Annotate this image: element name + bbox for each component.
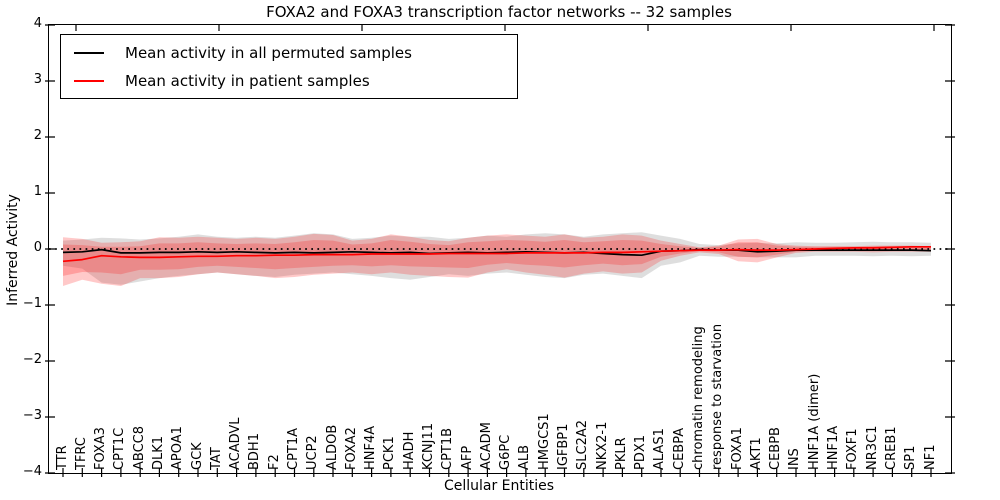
x-tick-label: PCK1 — [382, 436, 398, 470]
x-tick-label: NR3C1 — [864, 425, 880, 470]
x-tick-label: UCP2 — [305, 435, 321, 470]
x-tick-label: GCK — [189, 442, 205, 470]
x-tick-label: CPT1A — [285, 427, 301, 470]
band-permuted-samples-range — [63, 232, 931, 285]
x-tick-label: F2 — [266, 454, 282, 470]
axis-tick-marks — [45, 24, 955, 477]
x-tick-label: ACADM — [478, 422, 494, 470]
x-tick-label: CREB1 — [883, 426, 899, 470]
black-line-swatch — [74, 52, 104, 54]
x-tick-label: KCNJ11 — [420, 423, 436, 470]
x-tick-label: APOA1 — [170, 426, 186, 470]
x-tick-label: CEBPB — [768, 427, 784, 470]
x-tick-label: TFRC — [73, 437, 89, 470]
y-tick-label: −1 — [22, 296, 42, 311]
y-tick-label: 3 — [33, 72, 42, 87]
chart-title: FOXA2 and FOXA3 transcription factor net… — [266, 3, 732, 21]
x-tick-label: FOXA2 — [343, 427, 359, 470]
x-tick-label: CPT1B — [440, 427, 456, 470]
legend: Mean activity in all permuted samples Me… — [60, 34, 518, 99]
x-tick-label: chromatin remodeling — [691, 326, 707, 470]
x-tick-label: NKX2-1 — [594, 421, 610, 470]
y-tick-label: 0 — [33, 240, 42, 255]
x-tick-label: TAT — [208, 447, 224, 470]
y-tick-label: −2 — [22, 352, 42, 367]
y-tick-label: 1 — [33, 184, 42, 199]
y-tick-label: −3 — [22, 408, 42, 423]
series-line-patient — [62, 245, 931, 263]
x-tick-label: NF1 — [922, 444, 938, 470]
band-patient-samples-range-outer — [63, 233, 931, 286]
x-tick-label: DLK1 — [150, 435, 166, 470]
legend-label: Mean activity in patient samples — [125, 72, 370, 90]
x-tick-label: G6PC — [498, 434, 514, 470]
x-tick-label: IGFBP1 — [556, 423, 571, 470]
x-tick-label: AKT1 — [748, 437, 764, 470]
x-tick-label: ABCC8 — [131, 425, 147, 470]
x-tick-label: AFP — [459, 445, 475, 470]
legend-item-patient: Mean activity in patient samples — [61, 68, 370, 94]
x-tick-label: ALAS1 — [652, 428, 668, 470]
x-tick-label: HADH — [401, 431, 417, 470]
x-tick-label: ALB — [517, 444, 533, 470]
x-tick-label: FOXA1 — [729, 427, 745, 470]
x-tick-label: HMGCS1 — [536, 413, 552, 470]
x-tick-label: HNF1A (dimer) — [806, 373, 822, 470]
plot-canvas — [45, 24, 955, 477]
x-tick-label: HNF4A — [363, 425, 379, 470]
x-tick-label: FOXF1 — [845, 428, 861, 470]
x-tick-label: CPT1C — [112, 427, 128, 470]
x-tick-label: BDH1 — [247, 433, 263, 470]
x-tick-label: TTR — [54, 445, 70, 470]
plot-area — [45, 24, 955, 477]
x-tick-label: response to starvation — [710, 323, 726, 470]
legend-item-permuted: Mean activity in all permuted samples — [61, 40, 412, 66]
x-tick-label: HNF1A — [826, 425, 842, 470]
legend-label: Mean activity in all permuted samples — [125, 44, 412, 62]
x-tick-label: FOXA3 — [93, 427, 109, 470]
x-tick-label: CEBPA — [671, 427, 687, 470]
x-axis-label: Cellular Entities — [443, 478, 555, 494]
x-tick-label: ACADVL — [228, 417, 244, 470]
x-tick-label: INS — [787, 448, 803, 470]
x-tick-label: ALDOB — [324, 424, 340, 470]
x-tick-label: PKLR — [613, 437, 629, 470]
red-line-swatch — [74, 80, 104, 82]
y-tick-label: −4 — [22, 464, 42, 479]
y-tick-label: 2 — [33, 128, 42, 143]
x-tick-label: SLC2A2 — [575, 419, 591, 470]
y-tick-label: 4 — [33, 16, 42, 31]
x-tick-label: SP1 — [903, 445, 919, 470]
x-tick-label: PDX1 — [633, 434, 649, 470]
